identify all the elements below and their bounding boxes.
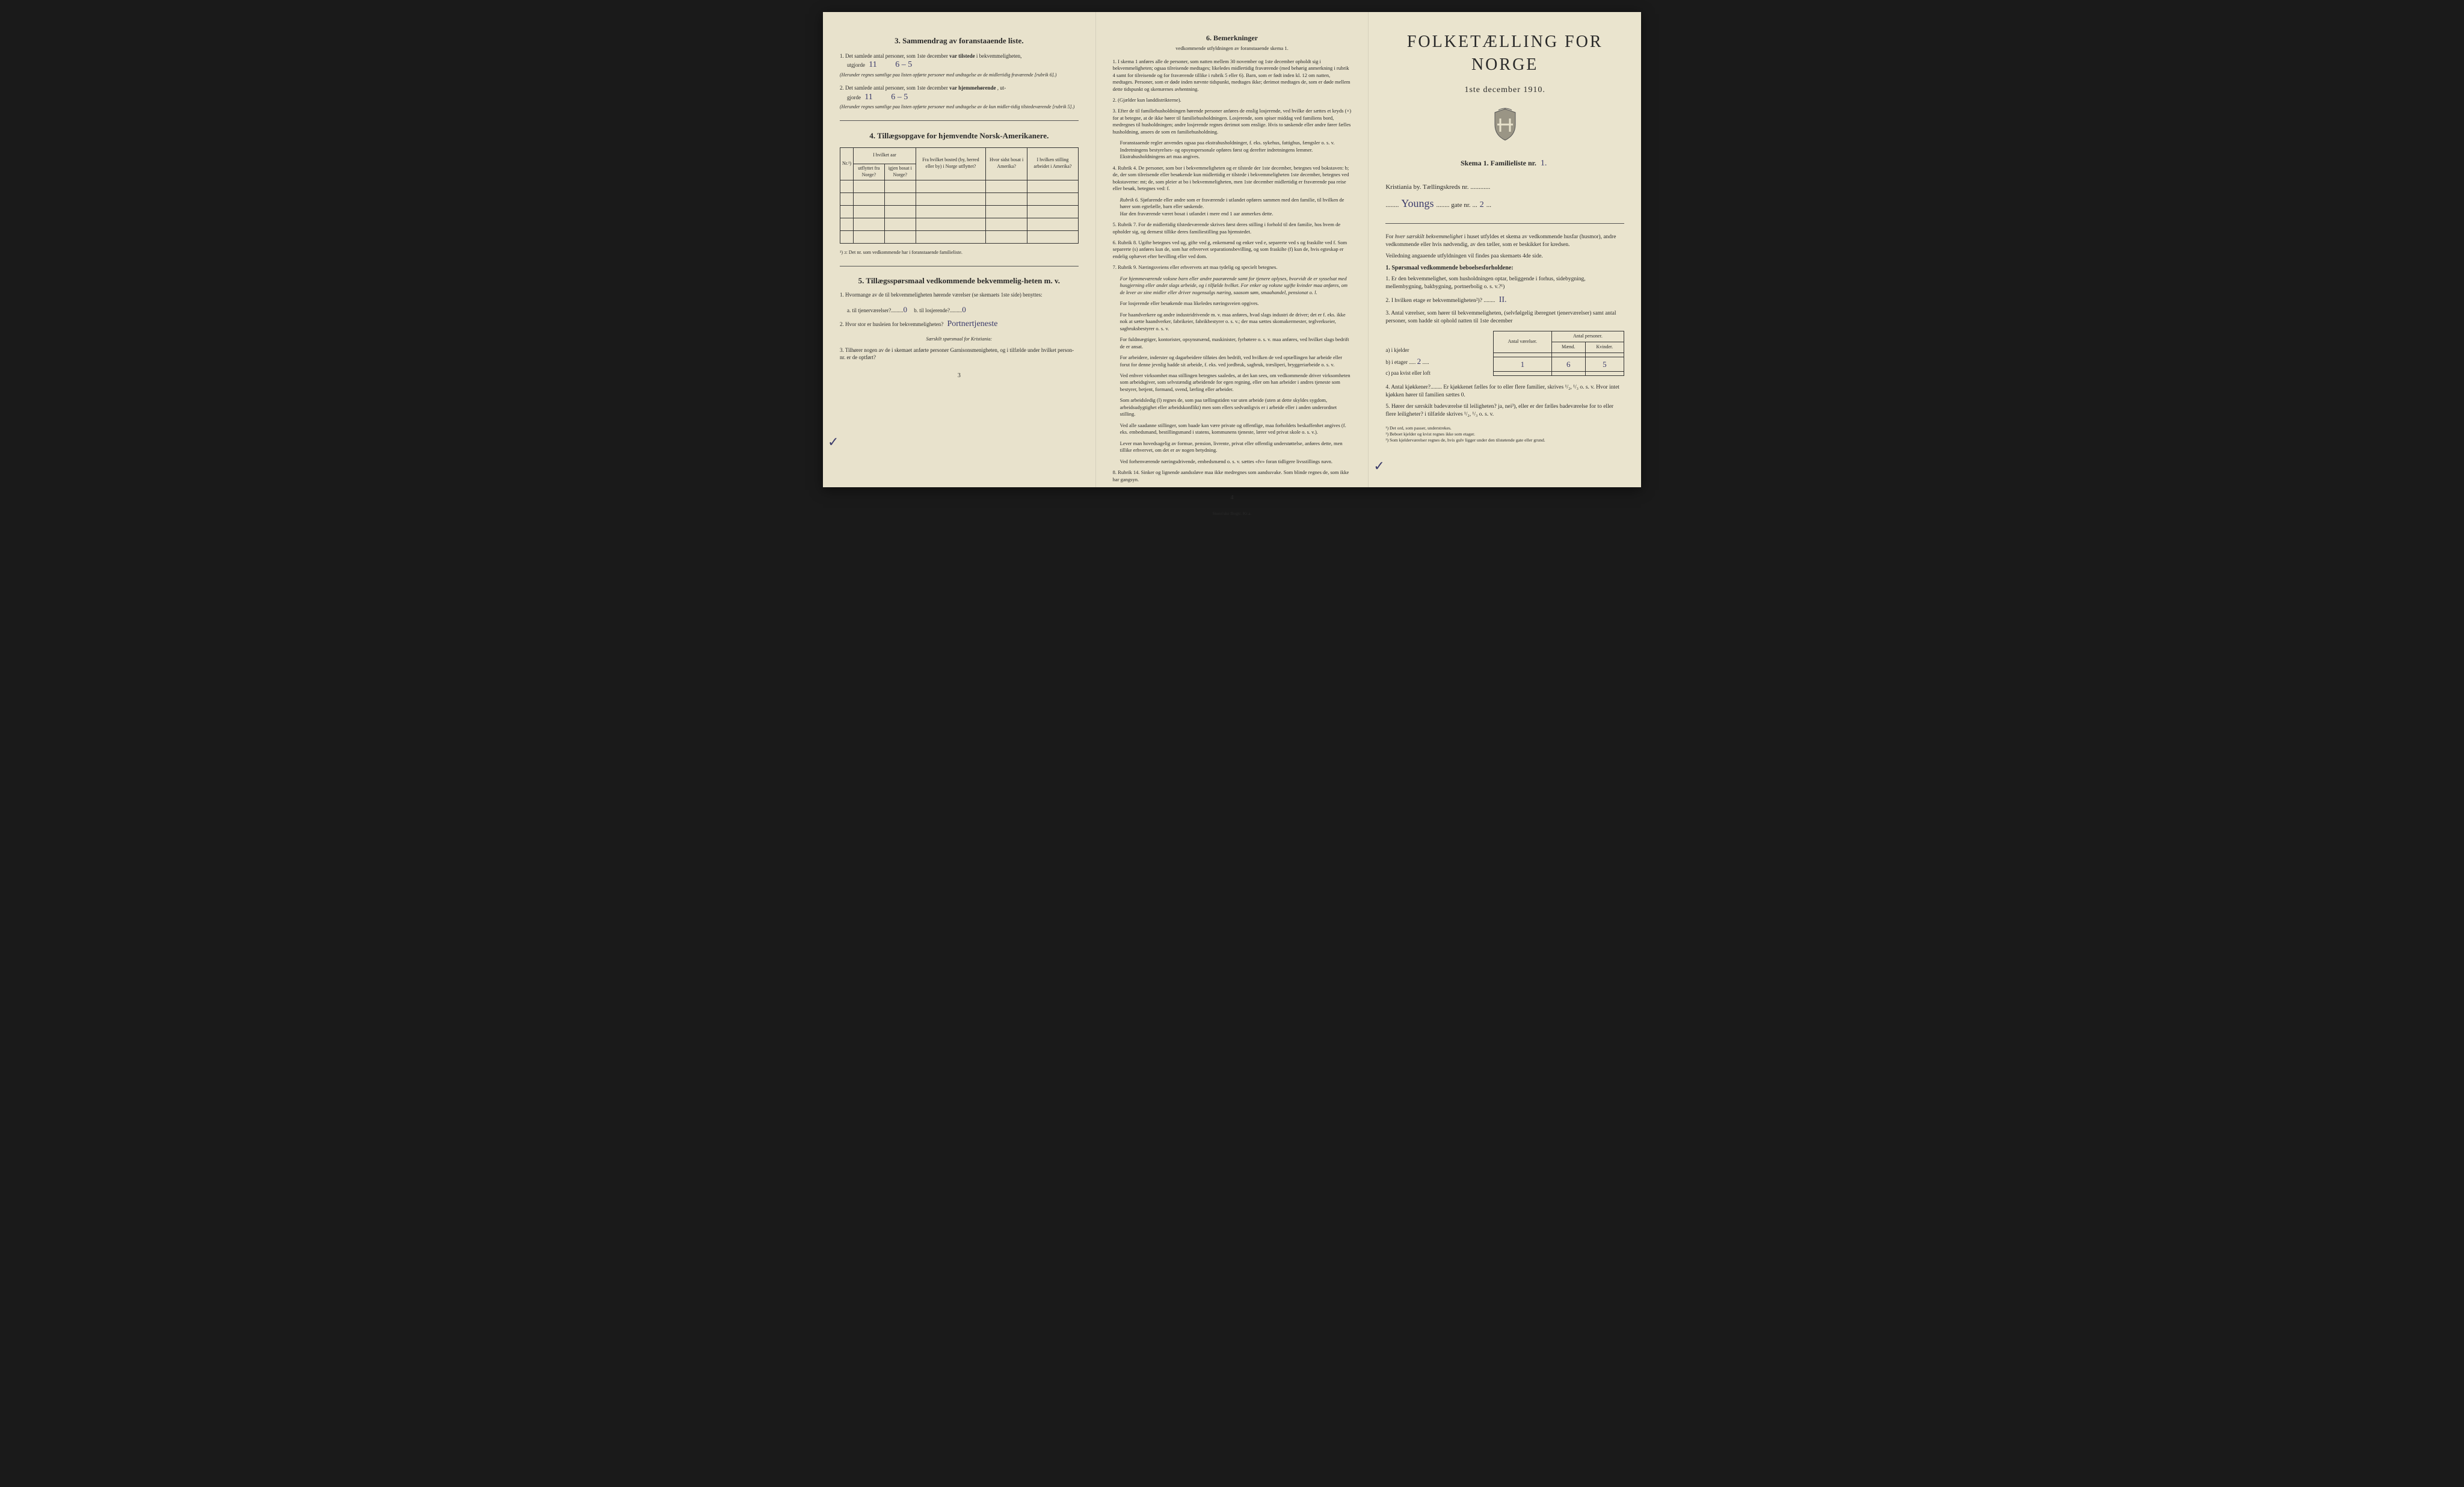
city-line: Kristiania by. Tællingskreds nr. .......… — [1385, 183, 1624, 192]
section-3-title: 3. Sammendrag av foranstaaende liste. — [840, 35, 1079, 46]
table-row — [1493, 353, 1624, 357]
hw-tjener: 0 — [903, 305, 907, 314]
divider — [840, 120, 1079, 121]
s5-q2: 2. Hvor stor er husleien for bekvemmelig… — [840, 319, 1079, 330]
r-q3: 3. Antal værelser, som hører til bekvemm… — [1385, 310, 1624, 325]
hw-husleie: Portnertjeneste — [944, 319, 1000, 330]
s3-question-2: 2. Det samlede antal personer, som 1ste … — [840, 84, 1079, 111]
s5-q3: 3. Tilhører nogen av de i skemaet anført… — [840, 346, 1079, 361]
table-row: 1 6 5 — [1493, 357, 1624, 372]
s3-question-1: 1. Det samlede antal personer, som 1ste … — [840, 52, 1079, 79]
census-date: 1ste december 1910. — [1385, 85, 1624, 96]
hw-losjer: 0 — [962, 305, 966, 314]
panel-page-4: 6. Bemerkninger vedkommende utfyldningen… — [1096, 12, 1369, 487]
gate-line: ........Youngs........ gate nr. ...2... — [1385, 196, 1624, 211]
skema-line: Skema 1. Familieliste nr. 1. — [1385, 158, 1624, 170]
r-q4: 4. Antal kjøkkener?........ Er kjøkkenet… — [1385, 384, 1624, 399]
check-icon: ✓ — [1373, 457, 1384, 475]
r-q5: 5. Hører der særskilt badeværelse til le… — [1385, 403, 1624, 419]
page-number-3: 3 — [840, 372, 1079, 380]
check-icon: ✓ — [828, 433, 839, 451]
hw-total-hjemme: 11 — [862, 92, 875, 103]
count-table-block: Antal værelser. Antal personer. Mænd. Kv… — [1385, 328, 1624, 379]
panel-page-3: 3. Sammendrag av foranstaaende liste. 1.… — [823, 12, 1096, 487]
panel-front: FOLKETÆLLING FOR NORGE 1ste december 191… — [1369, 12, 1641, 487]
hw-total-tilstede: 11 — [866, 60, 879, 71]
hw-split-1: 6 – 5 — [893, 60, 914, 71]
hw-gate-nr: 2 — [1477, 200, 1486, 211]
section-6-title: 6. Bemerkninger — [1113, 33, 1352, 43]
coat-of-arms-icon — [1385, 108, 1624, 143]
printer-mark: Steen'ske Bogtr. Kr.a. — [1113, 511, 1352, 517]
page-number-4: 4 — [1113, 494, 1352, 502]
hw-etage: II. — [1497, 295, 1509, 306]
intro-para: For hver særskilt bekvemmelighet i huset… — [1385, 233, 1624, 249]
hw-split-2: 6 – 5 — [889, 92, 910, 103]
census-document: 3. Sammendrag av foranstaaende liste. 1.… — [823, 12, 1641, 487]
divider — [1385, 223, 1624, 224]
questions-title: 1. Spørsmaal vedkommende beboelsesforhol… — [1385, 264, 1624, 272]
hw-familieliste-nr: 1. — [1538, 158, 1550, 170]
hw-etager-count: 2 — [1417, 357, 1421, 366]
hw-gate: Youngs — [1399, 196, 1436, 211]
r-q2: 2. I hvilken etage er bekvemmeligheten²)… — [1385, 295, 1624, 306]
section-4-title: 4. Tillægsopgave for hjemvendte Norsk-Am… — [840, 131, 1079, 141]
s4-footnote: ¹) ɔ: Det nr. som vedkommende har i fora… — [840, 250, 1079, 256]
count-table: Antal værelser. Antal personer. Mænd. Kv… — [1493, 331, 1624, 376]
section-5-title: 5. Tillægsspørsmaal vedkommende bekvemme… — [840, 276, 1079, 286]
s5-q1: 1. Hvormange av de til bekvemmeligheten … — [840, 291, 1079, 298]
main-title: FOLKETÆLLING FOR NORGE — [1385, 31, 1624, 76]
footnotes: ¹) Det ord, som passer, understrekes. ²)… — [1385, 425, 1624, 443]
r-q1: 1. Er den bekvemmelighet, som husholdnin… — [1385, 276, 1624, 291]
amerikanere-table: Nr.¹) I hvilket aar Fra hvilket bosted (… — [840, 147, 1079, 244]
table-row — [1493, 372, 1624, 376]
